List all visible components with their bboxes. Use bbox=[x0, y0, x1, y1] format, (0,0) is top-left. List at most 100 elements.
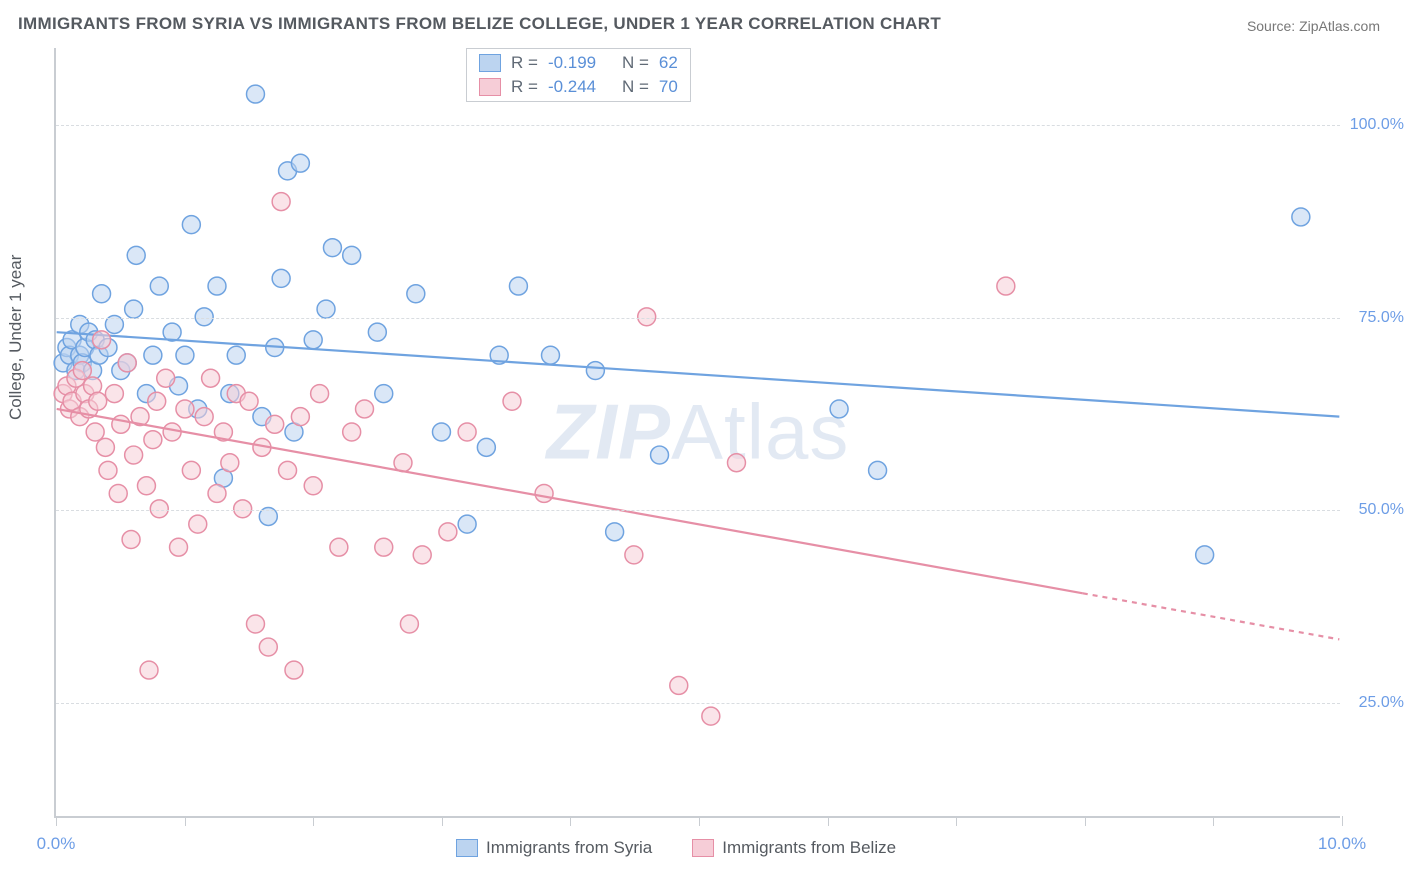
data-point-belize bbox=[157, 369, 175, 387]
data-point-belize bbox=[202, 369, 220, 387]
data-point-syria bbox=[458, 515, 476, 533]
data-point-belize bbox=[163, 423, 181, 441]
data-point-belize bbox=[439, 523, 457, 541]
gridline bbox=[56, 510, 1340, 511]
legend-row-belize: R = -0.244 N = 70 bbox=[467, 75, 690, 99]
data-point-belize bbox=[182, 461, 200, 479]
data-point-belize bbox=[311, 385, 329, 403]
data-point-syria bbox=[651, 446, 669, 464]
data-point-belize bbox=[73, 362, 91, 380]
data-point-belize bbox=[247, 615, 265, 633]
data-point-syria bbox=[586, 362, 604, 380]
x-tick-label: 0.0% bbox=[37, 834, 76, 854]
data-point-belize bbox=[137, 477, 155, 495]
data-point-syria bbox=[304, 331, 322, 349]
data-point-belize bbox=[670, 676, 688, 694]
data-point-belize bbox=[140, 661, 158, 679]
legend-item-belize: Immigrants from Belize bbox=[692, 838, 896, 858]
data-point-syria bbox=[830, 400, 848, 418]
data-point-belize bbox=[96, 438, 114, 456]
data-point-syria bbox=[150, 277, 168, 295]
data-point-syria bbox=[407, 285, 425, 303]
data-point-syria bbox=[606, 523, 624, 541]
data-point-syria bbox=[182, 216, 200, 234]
data-point-belize bbox=[625, 546, 643, 564]
plot-area: ZIPAtlas R =-0.199N =62R =-0.244N =70 Im… bbox=[54, 48, 1340, 818]
data-point-syria bbox=[317, 300, 335, 318]
data-point-belize bbox=[266, 415, 284, 433]
trendline-belize-extrapolated bbox=[1083, 593, 1340, 639]
legend-swatch bbox=[692, 839, 714, 857]
data-point-belize bbox=[997, 277, 1015, 295]
x-tick bbox=[185, 816, 186, 826]
data-point-belize bbox=[221, 454, 239, 472]
data-point-belize bbox=[89, 392, 107, 410]
x-tick bbox=[956, 816, 957, 826]
data-point-belize bbox=[330, 538, 348, 556]
correlation-legend: R = -0.199 N = 62 R = -0.244 N = 70 bbox=[466, 48, 691, 102]
data-point-syria bbox=[125, 300, 143, 318]
data-point-belize bbox=[105, 385, 123, 403]
data-point-belize bbox=[144, 431, 162, 449]
y-tick-label: 50.0% bbox=[1359, 501, 1404, 519]
data-point-syria bbox=[869, 461, 887, 479]
legend-r-label: R = bbox=[511, 77, 538, 97]
gridline bbox=[56, 318, 1340, 319]
data-point-syria bbox=[247, 85, 265, 103]
chart-container: IMMIGRANTS FROM SYRIA VS IMMIGRANTS FROM… bbox=[0, 0, 1406, 892]
data-point-belize bbox=[148, 392, 166, 410]
x-tick bbox=[699, 816, 700, 826]
data-point-syria bbox=[477, 438, 495, 456]
data-point-syria bbox=[343, 246, 361, 264]
x-tick bbox=[828, 816, 829, 826]
legend-n-label: N = bbox=[622, 77, 649, 97]
legend-n-value: 70 bbox=[659, 77, 678, 97]
legend-n-value: 62 bbox=[659, 53, 678, 73]
data-point-belize bbox=[304, 477, 322, 495]
legend-swatch bbox=[479, 78, 501, 96]
data-point-belize bbox=[189, 515, 207, 533]
legend-n-label: N = bbox=[622, 53, 649, 73]
data-point-syria bbox=[1196, 546, 1214, 564]
x-tick bbox=[1085, 816, 1086, 826]
data-point-belize bbox=[259, 638, 277, 656]
data-point-syria bbox=[323, 239, 341, 257]
data-point-syria bbox=[375, 385, 393, 403]
data-point-belize bbox=[170, 538, 188, 556]
data-point-belize bbox=[122, 531, 140, 549]
data-point-belize bbox=[150, 500, 168, 518]
data-point-belize bbox=[458, 423, 476, 441]
data-point-belize bbox=[728, 454, 746, 472]
series-legend: Immigrants from Syria Immigrants from Bel… bbox=[456, 838, 896, 858]
data-point-belize bbox=[176, 400, 194, 418]
data-point-syria bbox=[208, 277, 226, 295]
chart-source: Source: ZipAtlas.com bbox=[1247, 18, 1380, 34]
x-tick bbox=[1213, 816, 1214, 826]
data-point-belize bbox=[343, 423, 361, 441]
data-point-syria bbox=[272, 269, 290, 287]
data-point-belize bbox=[240, 392, 258, 410]
chart-title: IMMIGRANTS FROM SYRIA VS IMMIGRANTS FROM… bbox=[18, 14, 941, 34]
x-tick bbox=[56, 816, 57, 826]
data-point-belize bbox=[234, 500, 252, 518]
data-point-belize bbox=[279, 461, 297, 479]
data-point-syria bbox=[432, 423, 450, 441]
legend-item-syria: Immigrants from Syria bbox=[456, 838, 652, 858]
x-tick bbox=[313, 816, 314, 826]
data-point-belize bbox=[118, 354, 136, 372]
data-point-belize bbox=[400, 615, 418, 633]
legend-r-value: -0.244 bbox=[548, 77, 612, 97]
data-point-syria bbox=[1292, 208, 1310, 226]
data-point-belize bbox=[125, 446, 143, 464]
data-point-belize bbox=[291, 408, 309, 426]
trendline-belize bbox=[57, 409, 1083, 593]
data-point-syria bbox=[93, 285, 111, 303]
data-point-syria bbox=[127, 246, 145, 264]
data-point-belize bbox=[535, 484, 553, 502]
x-tick bbox=[1342, 816, 1343, 826]
y-tick-label: 100.0% bbox=[1350, 116, 1404, 134]
x-tick bbox=[442, 816, 443, 826]
y-tick-label: 25.0% bbox=[1359, 694, 1404, 712]
legend-r-value: -0.199 bbox=[548, 53, 612, 73]
legend-r-label: R = bbox=[511, 53, 538, 73]
